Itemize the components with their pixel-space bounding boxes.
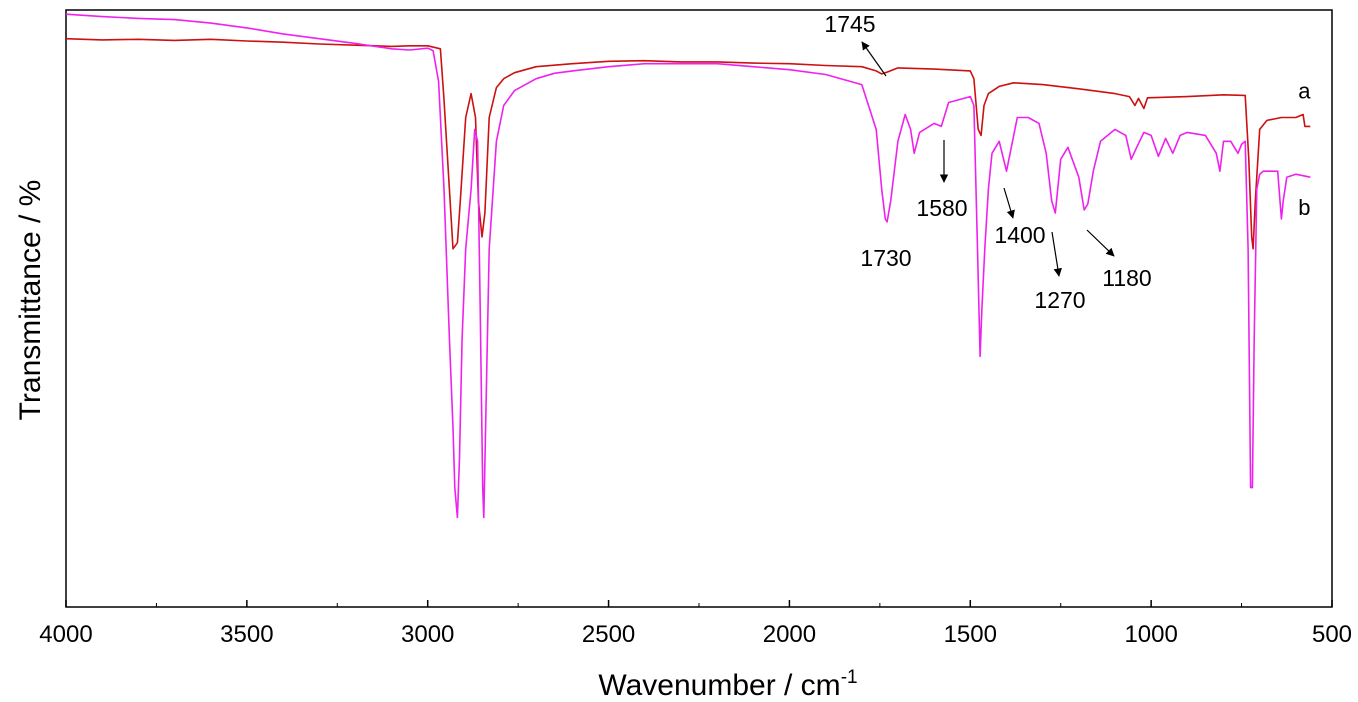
annotation-label: 1180: [1102, 265, 1151, 291]
annotation-label: 1400: [994, 222, 1045, 248]
x-tick-label: 1000: [1124, 621, 1177, 648]
x-tick-label: 1500: [944, 621, 997, 648]
x-axis-label: Wavenumber / cm-1: [598, 667, 857, 702]
annotation-arrow: [1086, 229, 1115, 257]
series-line-b: [65, 13, 1311, 519]
series-labels: ab: [1298, 78, 1311, 220]
series-label-a: a: [1298, 78, 1311, 103]
annotation-label: 1580: [916, 195, 967, 221]
annotation-arrow: [1003, 187, 1015, 219]
plot-area: [65, 9, 1333, 608]
annotation-label: 1270: [1034, 287, 1085, 313]
x-tick-label: 500: [1312, 621, 1352, 648]
x-tick-label: 4000: [39, 621, 92, 648]
annotation-arrow: [861, 41, 887, 77]
annotation-label: 1730: [860, 245, 911, 271]
y-axis-label: Transmittance / %: [14, 180, 47, 421]
series-layer: [65, 13, 1311, 519]
x-tick-label: 2000: [763, 621, 816, 648]
series-label-b: b: [1298, 195, 1310, 220]
x-tick-label: 2500: [582, 621, 635, 648]
x-tick-label: 3000: [401, 621, 454, 648]
x-tick-label: 3500: [220, 621, 273, 648]
series-line-a: [65, 37, 1311, 250]
annotation-label: 1745: [824, 11, 875, 37]
annotation-arrow: [1051, 231, 1062, 277]
x-axis-ticks: 4000 3500 3000 2500 2000 1500 1000 500: [39, 600, 1352, 648]
